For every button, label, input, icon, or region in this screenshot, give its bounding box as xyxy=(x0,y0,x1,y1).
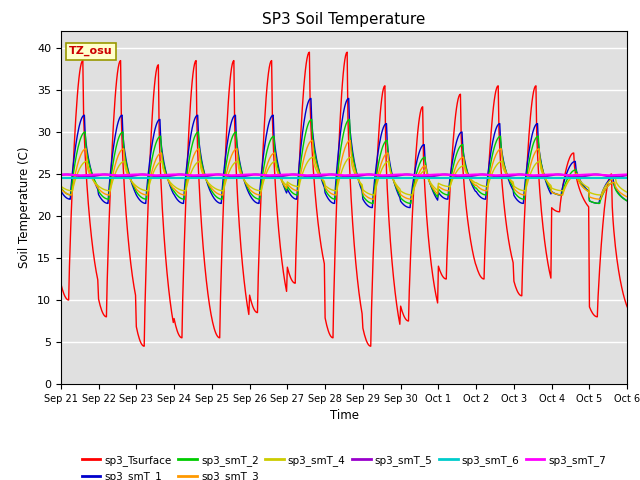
sp3_smT_5 xyxy=(573,174,580,180)
sp3_smT_7 xyxy=(447,172,455,178)
sp3_smT_3 xyxy=(392,183,400,189)
sp3_smT_4 xyxy=(573,171,580,177)
sp3_smT_1 xyxy=(57,188,65,193)
sp3_Tsurface xyxy=(623,304,631,310)
sp3_smT_6 xyxy=(623,175,631,181)
sp3_smT_3 xyxy=(336,165,344,170)
sp3_smT_7 xyxy=(207,171,214,177)
sp3_smT_4 xyxy=(181,188,189,193)
sp3_smT_3 xyxy=(370,196,378,202)
sp3_smT_6 xyxy=(181,175,189,181)
sp3_Tsurface xyxy=(448,157,456,163)
sp3_smT_6 xyxy=(335,175,343,181)
sp3_smT_6 xyxy=(572,175,579,181)
sp3_smT_7 xyxy=(572,172,580,178)
sp3_smT_2 xyxy=(623,198,631,204)
sp3_Tsurface xyxy=(392,296,400,302)
sp3_smT_5 xyxy=(448,172,456,178)
sp3_smT_4 xyxy=(448,179,456,184)
sp3_smT_6 xyxy=(57,175,65,181)
sp3_smT_7 xyxy=(76,172,83,178)
sp3_smT_1 xyxy=(623,198,631,204)
Line: sp3_Tsurface: sp3_Tsurface xyxy=(61,52,627,346)
sp3_smT_7 xyxy=(391,172,399,178)
sp3_Tsurface xyxy=(207,307,214,313)
sp3_smT_1 xyxy=(392,185,400,191)
sp3_smT_4 xyxy=(392,181,400,187)
sp3_smT_1 xyxy=(336,133,344,139)
X-axis label: Time: Time xyxy=(330,409,358,422)
sp3_smT_3 xyxy=(308,137,316,143)
sp3_smT_3 xyxy=(205,182,213,188)
sp3_smT_5 xyxy=(337,173,345,179)
sp3_smT_2 xyxy=(57,185,65,191)
Legend: sp3_Tsurface, sp3_smT_1, sp3_smT_2, sp3_smT_3, sp3_smT_4, sp3_smT_5, sp3_smT_6, : sp3_Tsurface, sp3_smT_1, sp3_smT_2, sp3_… xyxy=(77,451,611,480)
sp3_Tsurface xyxy=(140,343,148,349)
sp3_smT_2 xyxy=(369,201,377,206)
sp3_smT_2 xyxy=(392,184,400,190)
sp3_smT_3 xyxy=(181,192,189,198)
sp3_smT_3 xyxy=(573,171,580,177)
sp3_smT_4 xyxy=(310,155,317,160)
sp3_Tsurface xyxy=(337,104,345,110)
sp3_smT_4 xyxy=(336,174,344,180)
sp3_smT_2 xyxy=(448,171,456,177)
sp3_smT_4 xyxy=(57,183,65,189)
sp3_smT_5 xyxy=(82,174,90,180)
sp3_smT_1 xyxy=(307,96,315,101)
Title: SP3 Soil Temperature: SP3 Soil Temperature xyxy=(262,12,426,27)
sp3_smT_7 xyxy=(182,172,189,178)
sp3_smT_5 xyxy=(63,171,71,177)
sp3_smT_2 xyxy=(573,173,580,179)
sp3_smT_1 xyxy=(573,169,580,175)
sp3_smT_6 xyxy=(205,175,213,181)
sp3_Tsurface xyxy=(305,49,313,55)
Line: sp3_smT_1: sp3_smT_1 xyxy=(61,98,627,208)
sp3_smT_2 xyxy=(205,184,213,190)
sp3_smT_5 xyxy=(392,173,400,179)
Line: sp3_smT_4: sp3_smT_4 xyxy=(61,157,627,195)
sp3_smT_6 xyxy=(390,175,398,181)
sp3_smT_5 xyxy=(57,172,65,178)
sp3_smT_1 xyxy=(369,205,376,211)
sp3_smT_2 xyxy=(181,187,189,192)
sp3_smT_1 xyxy=(205,187,213,192)
sp3_smT_3 xyxy=(448,177,456,182)
sp3_smT_6 xyxy=(446,175,454,181)
sp3_smT_2 xyxy=(336,151,344,156)
sp3_Tsurface xyxy=(57,280,65,286)
Text: TZ_osu: TZ_osu xyxy=(69,46,113,56)
Line: sp3_smT_7: sp3_smT_7 xyxy=(61,174,627,175)
sp3_smT_5 xyxy=(207,172,215,178)
sp3_smT_3 xyxy=(57,186,65,192)
sp3_Tsurface xyxy=(182,196,189,202)
sp3_smT_4 xyxy=(371,192,378,198)
sp3_smT_3 xyxy=(623,194,631,200)
sp3_smT_7 xyxy=(336,172,344,178)
sp3_smT_7 xyxy=(57,171,65,177)
sp3_smT_5 xyxy=(183,172,191,178)
sp3_smT_2 xyxy=(308,117,316,122)
sp3_smT_1 xyxy=(448,163,456,168)
Line: sp3_smT_3: sp3_smT_3 xyxy=(61,140,627,199)
Line: sp3_smT_2: sp3_smT_2 xyxy=(61,120,627,204)
sp3_Tsurface xyxy=(573,177,580,183)
sp3_smT_4 xyxy=(205,181,213,187)
sp3_smT_1 xyxy=(181,179,189,184)
Line: sp3_smT_5: sp3_smT_5 xyxy=(61,174,627,177)
sp3_smT_4 xyxy=(623,190,631,195)
sp3_smT_7 xyxy=(623,171,631,177)
sp3_smT_5 xyxy=(623,172,631,178)
Y-axis label: Soil Temperature (C): Soil Temperature (C) xyxy=(19,147,31,268)
